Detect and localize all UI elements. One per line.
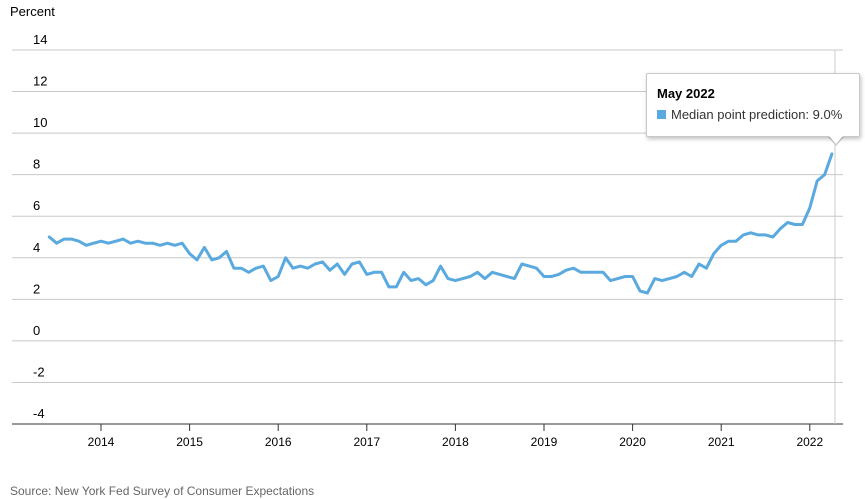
- y-tick-label: 0: [33, 323, 40, 338]
- x-tick-label: 2018: [442, 435, 469, 449]
- y-tick-label: 14: [33, 32, 47, 47]
- y-tick-label: 10: [33, 115, 47, 130]
- x-tick-label: 2022: [796, 435, 823, 449]
- source-note: Source: New York Fed Survey of Consumer …: [10, 484, 315, 498]
- y-axis-ticks: 14 12 10 8 6 4 2 0 -2 -4: [33, 32, 47, 421]
- x-tick-label: 2014: [88, 435, 115, 449]
- y-axis-label: Percent: [10, 4, 55, 19]
- x-tick-label: 2019: [531, 435, 558, 449]
- x-tick-label: 2020: [619, 435, 646, 449]
- y-tick-label: 12: [33, 74, 47, 89]
- x-tick-label: 2015: [176, 435, 203, 449]
- y-tick-label: 2: [33, 281, 40, 296]
- gridlines: [12, 49, 843, 425]
- tooltip-value: Median point prediction: 9.0%: [671, 107, 843, 122]
- tooltip-series-swatch: [657, 110, 666, 119]
- y-tick-label: -2: [33, 364, 45, 379]
- tooltip-row: Median point prediction: 9.0%: [657, 107, 849, 122]
- x-tick-label: 2017: [353, 435, 380, 449]
- x-tick-label: 2021: [708, 435, 735, 449]
- y-tick-label: -4: [33, 406, 45, 421]
- y-tick-label: 8: [33, 157, 40, 172]
- tooltip: May 2022 Median point prediction: 9.0%: [646, 73, 860, 137]
- tooltip-pointer: [829, 136, 843, 144]
- y-tick-label: 6: [33, 198, 40, 213]
- series-line-median-point-prediction[interactable]: [47, 152, 834, 295]
- y-tick-label: 4: [33, 240, 40, 255]
- tooltip-title: May 2022: [657, 86, 715, 101]
- x-tick-label: 2016: [265, 435, 292, 449]
- x-axis: 2014 2015 2016 2017 2018 2019 2020 2021 2022: [88, 424, 823, 449]
